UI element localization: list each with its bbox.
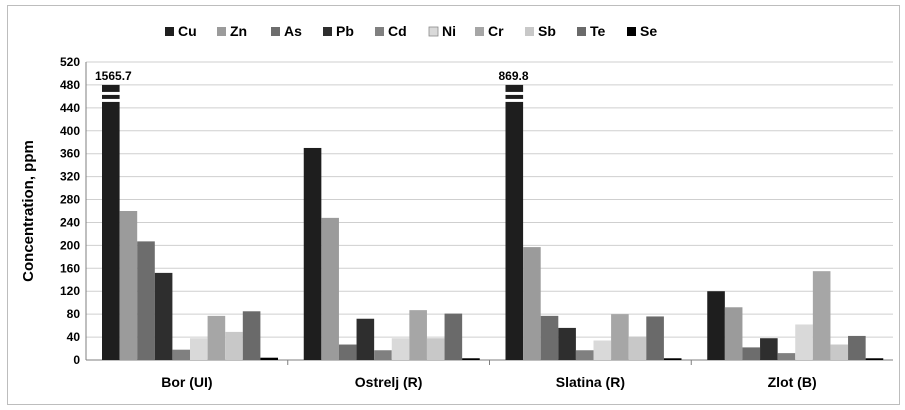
y-tick-label: 440 <box>60 101 80 115</box>
x-category-label: Zlot (B) <box>768 374 817 390</box>
legend-swatch-sb <box>525 27 534 36</box>
x-category-label: Ostrelj (R) <box>355 374 423 390</box>
legend-label-sb: Sb <box>538 23 556 39</box>
bar-pb <box>558 327 576 360</box>
legend-label-ni: Ni <box>442 23 456 39</box>
legend-label-pb: Pb <box>336 23 354 39</box>
axis-break-mark <box>101 98 121 102</box>
bar-te <box>646 316 664 360</box>
bar-te <box>444 313 463 360</box>
data-label: 1565.7 <box>95 69 132 83</box>
bar-zn <box>119 211 138 360</box>
bar-se <box>865 358 884 360</box>
legend-swatch-cd <box>375 27 384 36</box>
legend-swatch-te <box>577 27 586 36</box>
legend-swatch-zn <box>217 27 226 36</box>
bar-te <box>848 335 866 360</box>
y-tick-label: 200 <box>60 238 80 252</box>
bar-sb <box>426 338 445 360</box>
bar-as <box>137 241 155 360</box>
legend-label-cd: Cd <box>388 23 407 39</box>
y-tick-label: 40 <box>67 330 81 344</box>
x-category-label: Bor (UI) <box>161 374 212 390</box>
axis-break-mark <box>101 91 121 95</box>
legend-label-cr: Cr <box>488 23 504 39</box>
bar-te <box>242 311 261 360</box>
legend-label-te: Te <box>590 23 606 39</box>
bar-se <box>462 358 480 360</box>
y-tick-label: 320 <box>60 170 80 184</box>
bar-cr <box>611 314 629 360</box>
bar-cr <box>409 310 427 360</box>
legend-swatch-ni <box>428 26 439 37</box>
bar-pb <box>760 338 778 360</box>
bar-pb <box>356 318 375 360</box>
axis-break-mark <box>504 91 525 95</box>
bar-cd <box>374 350 392 360</box>
y-axis-title: Concentration, ppm <box>20 140 37 282</box>
bar-cu <box>303 147 322 360</box>
bar-cd <box>172 349 190 360</box>
bar-as <box>742 347 761 360</box>
bar-zn <box>321 217 339 360</box>
legend-swatch-se <box>627 27 636 36</box>
legend-label-zn: Zn <box>230 23 247 39</box>
bar-zn <box>523 247 541 360</box>
legend-swatch-cu <box>165 27 174 36</box>
y-tick-label: 400 <box>60 124 80 138</box>
y-tick-label: 240 <box>60 215 80 229</box>
bar-as <box>338 344 357 360</box>
bar-pb <box>154 272 173 360</box>
bar-ni <box>190 338 208 360</box>
legend-swatch-as <box>271 27 280 36</box>
y-tick-label: 160 <box>60 261 80 275</box>
legend-swatch-pb <box>323 27 332 36</box>
x-category-label: Slatina (R) <box>556 374 625 390</box>
y-tick-label: 80 <box>67 307 81 321</box>
y-tick-label: 280 <box>60 193 80 207</box>
data-label: 869.8 <box>499 69 529 83</box>
y-tick-label: 0 <box>73 353 80 367</box>
legend-label-cu: Cu <box>178 23 197 39</box>
bar-cd <box>777 353 796 360</box>
bar-ni <box>391 338 410 360</box>
legend-label-se: Se <box>640 23 657 39</box>
bar-sb <box>225 331 243 360</box>
legend-swatch-cr <box>475 27 484 36</box>
bar-ni <box>593 340 612 360</box>
legend-label-as: As <box>284 23 302 39</box>
bar-cu <box>505 84 524 360</box>
y-tick-label: 520 <box>60 55 80 69</box>
bar-ni <box>795 324 813 360</box>
bar-as <box>540 315 559 360</box>
y-tick-label: 480 <box>60 78 80 92</box>
bar-cr <box>207 315 226 360</box>
bar-sb <box>628 336 647 360</box>
bar-cr <box>812 271 831 360</box>
bar-cd <box>575 350 594 360</box>
bar-cu <box>102 84 120 360</box>
bar-sb <box>830 344 849 360</box>
bar-se <box>663 358 682 360</box>
axis-break-mark <box>504 98 525 102</box>
bar-se <box>260 357 278 360</box>
y-tick-label: 120 <box>60 284 80 298</box>
y-tick-label: 360 <box>60 147 80 161</box>
bar-zn <box>724 307 743 360</box>
bar-cu <box>707 291 725 360</box>
